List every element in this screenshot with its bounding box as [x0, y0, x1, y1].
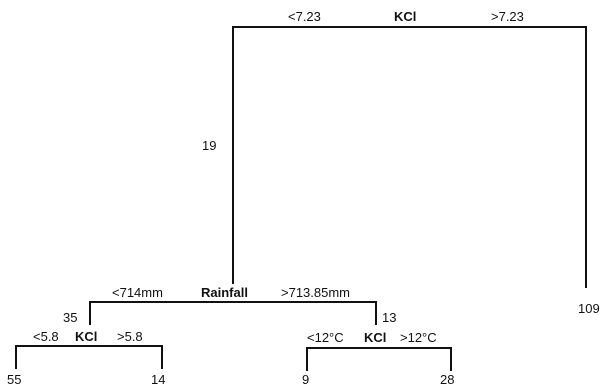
rainfall-right-condition: >713.85mm — [281, 285, 350, 300]
kcl-right-right-condition: >12°C — [400, 330, 437, 345]
kcl-right-left-condition: <12°C — [307, 330, 344, 345]
root-left-condition: <7.23 — [288, 9, 321, 24]
kcl-left-right-condition: >5.8 — [117, 329, 143, 344]
root-right-value: 109 — [578, 301, 600, 316]
root-right-condition: >7.23 — [491, 9, 524, 24]
kcl-left-split: <5.8 KCl >5.8 55 14 — [7, 329, 165, 387]
rainfall-right-value: 13 — [382, 310, 396, 325]
kcl-left-right-value: 14 — [151, 372, 165, 387]
kcl-right-variable: KCl — [364, 330, 386, 345]
kcl-left-variable: KCl — [75, 329, 97, 344]
kcl-right-left-value: 9 — [302, 372, 309, 387]
rainfall-left-value: 35 — [63, 310, 77, 325]
root-variable: KCl — [394, 9, 416, 24]
kcl-right-right-value: 28 — [440, 372, 454, 387]
rainfall-variable: Rainfall — [201, 285, 248, 300]
kcl-left-left-condition: <5.8 — [33, 329, 59, 344]
kcl-right-split: <12°C KCl >12°C 9 28 — [302, 330, 454, 387]
root-split: <7.23 KCl >7.23 19 109 — [202, 9, 600, 316]
kcl-left-left-value: 55 — [7, 372, 21, 387]
root-left-value: 19 — [202, 138, 216, 153]
rainfall-split: <714mm Rainfall >713.85mm 35 13 — [63, 285, 396, 325]
rainfall-left-condition: <714mm — [112, 285, 163, 300]
